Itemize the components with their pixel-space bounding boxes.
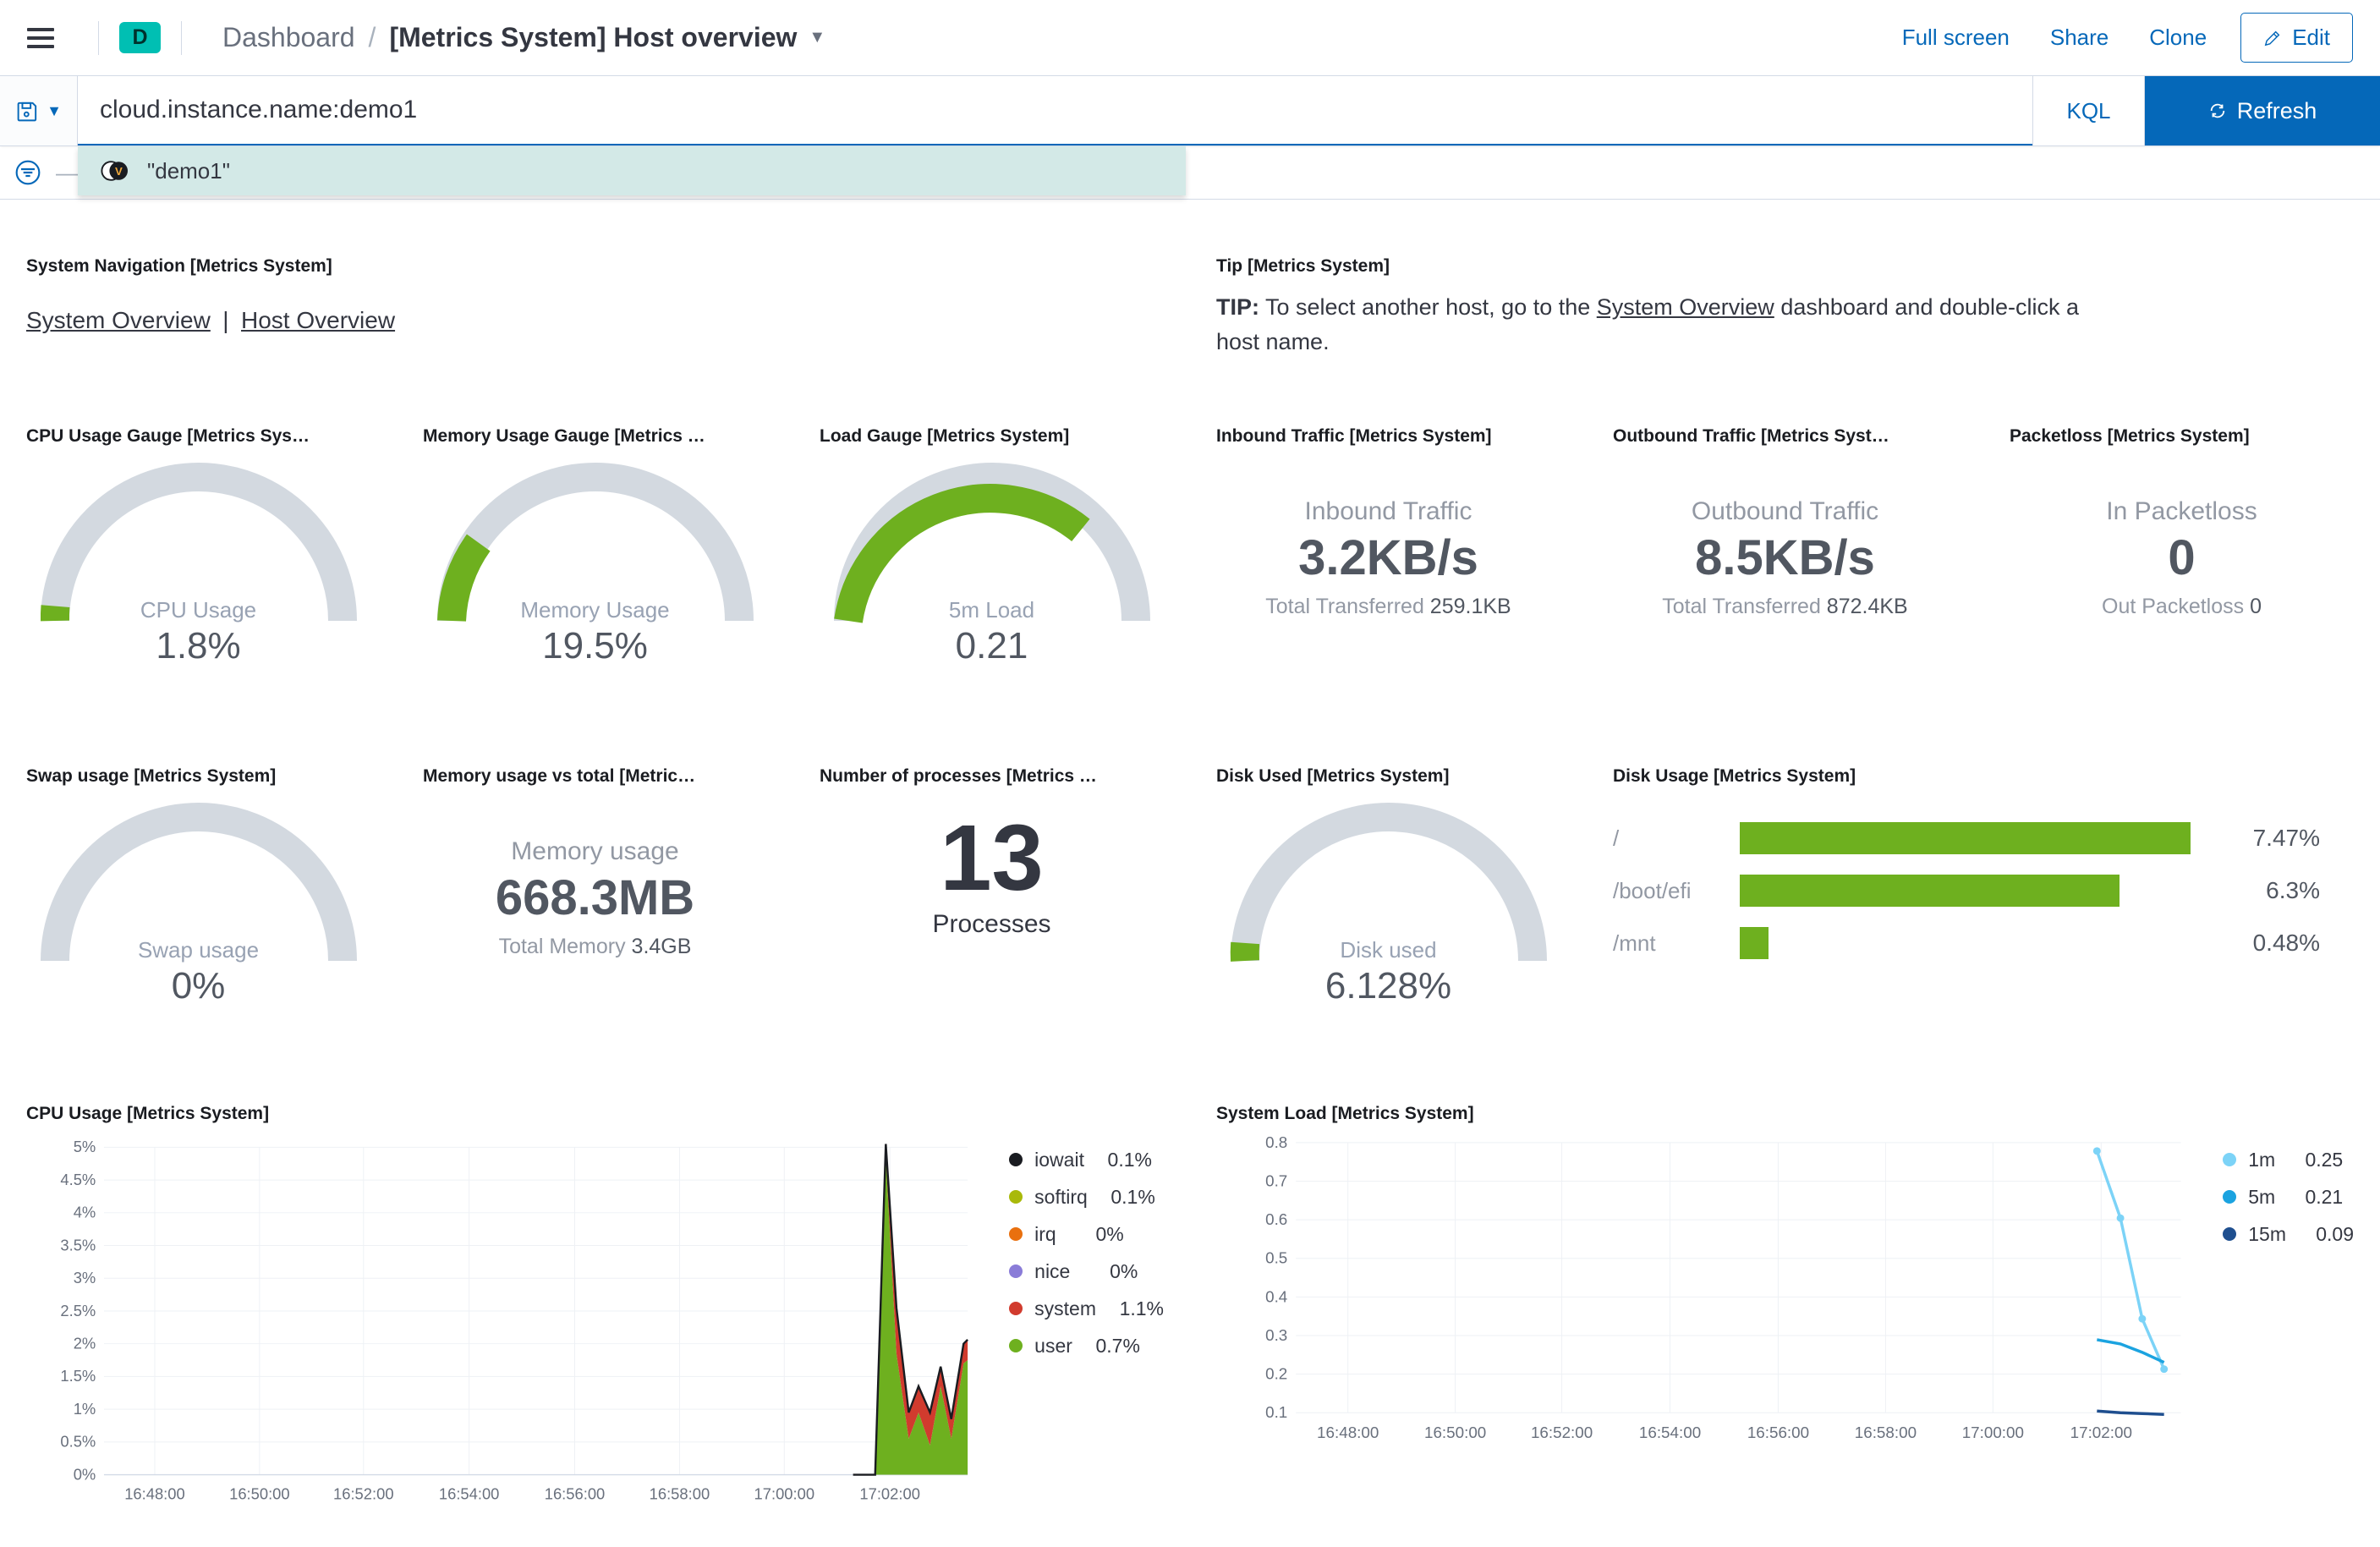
- svg-text:16:56:00: 16:56:00: [1747, 1424, 1809, 1441]
- svg-text:16:50:00: 16:50:00: [1424, 1424, 1486, 1441]
- svg-text:4.5%: 4.5%: [60, 1171, 96, 1188]
- svg-text:1%: 1%: [74, 1400, 96, 1418]
- svg-text:0.6: 0.6: [1265, 1210, 1287, 1228]
- svg-text:16:48:00: 16:48:00: [1317, 1424, 1379, 1441]
- svg-text:16:50:00: 16:50:00: [229, 1485, 290, 1503]
- svg-text:0%: 0%: [74, 1465, 96, 1483]
- svg-text:16:58:00: 16:58:00: [1855, 1424, 1917, 1441]
- svg-text:17:02:00: 17:02:00: [859, 1485, 920, 1503]
- svg-text:0.7: 0.7: [1265, 1171, 1287, 1189]
- svg-text:16:56:00: 16:56:00: [545, 1485, 606, 1503]
- svg-text:2.5%: 2.5%: [60, 1302, 96, 1319]
- svg-text:17:02:00: 17:02:00: [2070, 1424, 2132, 1441]
- svg-text:16:58:00: 16:58:00: [650, 1485, 710, 1503]
- svg-text:17:00:00: 17:00:00: [754, 1485, 815, 1503]
- svg-text:0.2: 0.2: [1265, 1365, 1287, 1383]
- svg-text:V: V: [115, 165, 123, 178]
- svg-text:0.8: 0.8: [1265, 1133, 1287, 1151]
- svg-text:3.5%: 3.5%: [60, 1236, 96, 1254]
- svg-text:16:54:00: 16:54:00: [1639, 1424, 1701, 1441]
- svg-text:0.5: 0.5: [1265, 1249, 1287, 1267]
- svg-text:16:48:00: 16:48:00: [124, 1485, 185, 1503]
- svg-text:16:54:00: 16:54:00: [439, 1485, 500, 1503]
- svg-text:0.5%: 0.5%: [60, 1433, 96, 1451]
- svg-text:0.4: 0.4: [1265, 1287, 1287, 1305]
- svg-text:0.1: 0.1: [1265, 1403, 1287, 1421]
- svg-text:0.3: 0.3: [1265, 1326, 1287, 1344]
- svg-text:2%: 2%: [74, 1334, 96, 1352]
- svg-text:16:52:00: 16:52:00: [1531, 1424, 1593, 1441]
- svg-text:3%: 3%: [74, 1269, 96, 1286]
- svg-text:17:00:00: 17:00:00: [1962, 1424, 2024, 1441]
- svg-text:4%: 4%: [74, 1204, 96, 1221]
- svg-text:1.5%: 1.5%: [60, 1367, 96, 1385]
- svg-text:16:52:00: 16:52:00: [333, 1485, 394, 1503]
- svg-text:5%: 5%: [74, 1138, 96, 1155]
